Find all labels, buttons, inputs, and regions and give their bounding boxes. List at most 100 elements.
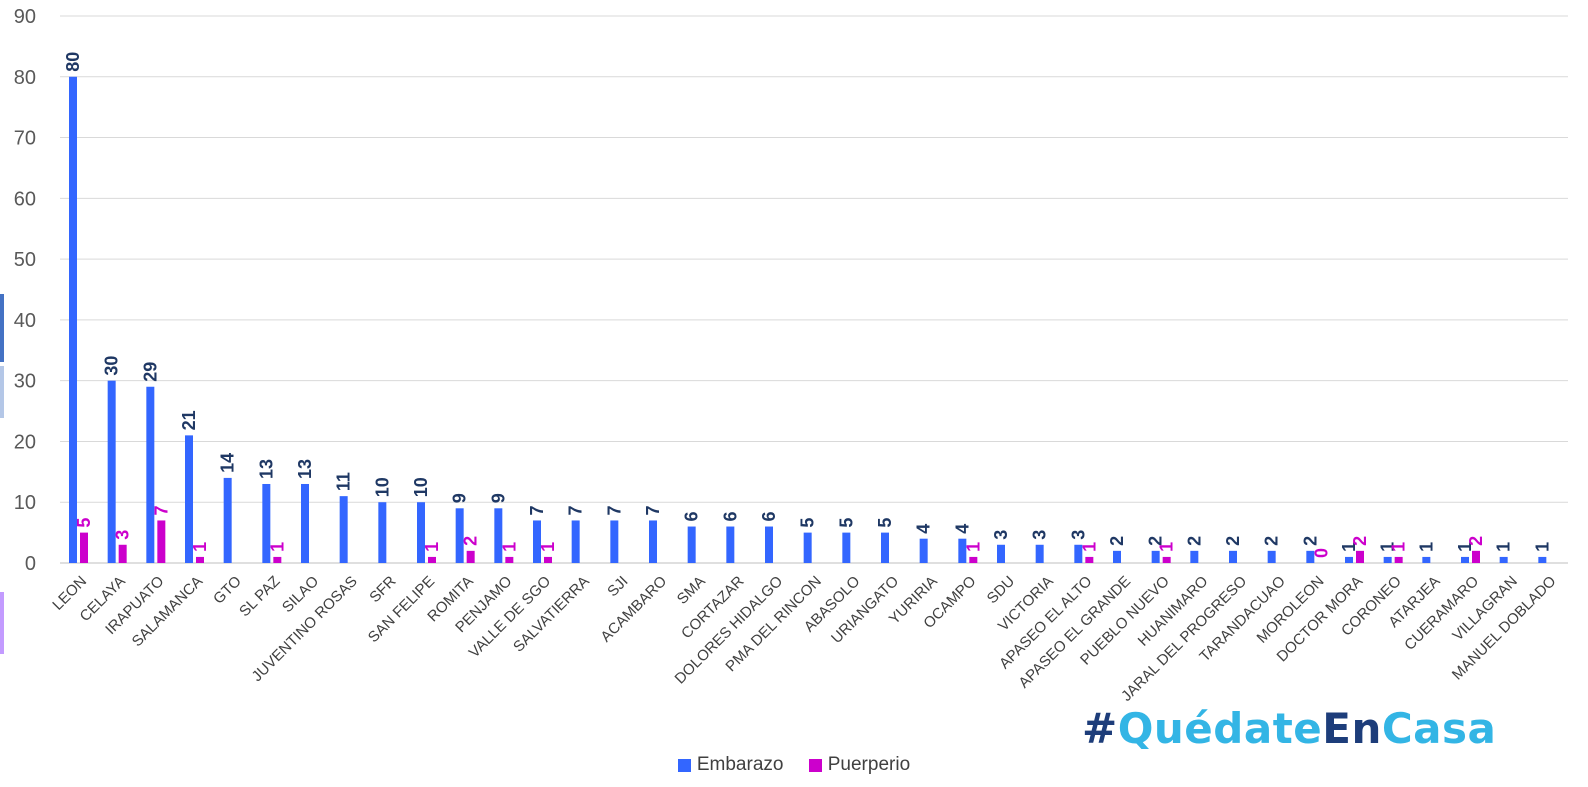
data-label-embarazo: 2 bbox=[1300, 536, 1320, 546]
data-label-embarazo: 1 bbox=[1378, 542, 1398, 552]
bar-embarazo[interactable] bbox=[649, 520, 657, 563]
bar-embarazo[interactable] bbox=[533, 520, 541, 563]
data-label-embarazo: 29 bbox=[140, 362, 160, 382]
bar-embarazo[interactable] bbox=[958, 538, 967, 563]
legend-label-embarazo: Embarazo bbox=[696, 754, 784, 775]
bar-embarazo[interactable] bbox=[842, 532, 851, 563]
data-label-embarazo: 7 bbox=[604, 505, 624, 515]
left-edge-decoration-3 bbox=[0, 592, 4, 654]
data-label-embarazo: 10 bbox=[372, 477, 392, 497]
data-label-embarazo: 1 bbox=[1416, 542, 1436, 552]
y-tick-label: 30 bbox=[14, 371, 36, 393]
bar-embarazo[interactable] bbox=[262, 483, 271, 563]
bar-embarazo[interactable] bbox=[1422, 556, 1431, 563]
data-label-embarazo: 5 bbox=[836, 518, 856, 528]
bar-embarazo[interactable] bbox=[1499, 556, 1508, 563]
bar-embarazo[interactable] bbox=[339, 496, 348, 563]
bar-embarazo[interactable] bbox=[1074, 544, 1083, 563]
y-tick-label: 10 bbox=[14, 492, 36, 514]
bar-embarazo[interactable] bbox=[146, 386, 155, 563]
bar-embarazo[interactable] bbox=[571, 520, 580, 563]
data-label-embarazo: 1 bbox=[1455, 542, 1475, 552]
bar-embarazo[interactable] bbox=[1229, 550, 1237, 563]
bar-embarazo[interactable] bbox=[919, 538, 928, 563]
bar-puerperio[interactable] bbox=[1394, 556, 1403, 563]
bar-embarazo[interactable] bbox=[1306, 550, 1315, 563]
y-tick-label: 0 bbox=[25, 553, 36, 575]
watermark-part-en: En bbox=[1322, 704, 1382, 753]
bar-embarazo[interactable] bbox=[803, 532, 812, 563]
bar-embarazo[interactable] bbox=[494, 508, 503, 563]
bar-embarazo[interactable] bbox=[223, 477, 232, 563]
left-edge-decoration-2 bbox=[0, 366, 4, 418]
bar-puerperio[interactable] bbox=[505, 556, 514, 563]
bar-puerperio[interactable] bbox=[428, 556, 436, 563]
data-label-embarazo: 2 bbox=[1223, 536, 1243, 546]
bar-embarazo[interactable] bbox=[378, 502, 387, 563]
bar-puerperio[interactable] bbox=[1472, 550, 1480, 563]
bar-embarazo[interactable] bbox=[997, 544, 1005, 563]
data-label-embarazo: 7 bbox=[527, 505, 547, 515]
bar-embarazo[interactable] bbox=[1383, 556, 1392, 563]
bar-embarazo[interactable] bbox=[107, 380, 116, 563]
bar-puerperio[interactable] bbox=[1085, 556, 1094, 563]
bar-embarazo[interactable] bbox=[726, 526, 735, 563]
bar-puerperio[interactable] bbox=[1356, 550, 1364, 563]
legend-swatch-embarazo bbox=[677, 758, 691, 772]
data-label-puerperio: 2 bbox=[1350, 536, 1370, 546]
data-label-embarazo: 3 bbox=[1030, 530, 1050, 540]
bar-embarazo[interactable] bbox=[301, 483, 309, 563]
bar-embarazo[interactable] bbox=[687, 526, 696, 563]
bar-puerperio[interactable] bbox=[118, 544, 127, 563]
gridlines bbox=[60, 15, 1568, 564]
x-category-label: GTO bbox=[210, 573, 245, 608]
bar-puerperio[interactable] bbox=[544, 556, 552, 563]
data-label-puerperio: 2 bbox=[1466, 536, 1486, 546]
bar-embarazo[interactable] bbox=[881, 532, 889, 563]
bar-embarazo[interactable] bbox=[69, 76, 77, 564]
legend-item-puerperio[interactable]: Puerperio bbox=[808, 754, 911, 776]
bar-embarazo[interactable] bbox=[1035, 544, 1044, 563]
data-label-embarazo: 6 bbox=[759, 512, 779, 522]
data-label-embarazo: 1 bbox=[1532, 542, 1552, 552]
data-label-puerperio: 3 bbox=[113, 530, 133, 540]
y-tick-label: 90 bbox=[14, 6, 36, 28]
bar-embarazo[interactable] bbox=[1190, 550, 1199, 563]
data-label-embarazo: 3 bbox=[1068, 530, 1088, 540]
data-label-embarazo: 13 bbox=[256, 459, 276, 479]
bar-puerperio[interactable] bbox=[1162, 556, 1171, 563]
bar-puerperio[interactable] bbox=[196, 556, 204, 563]
bar-embarazo[interactable] bbox=[185, 435, 193, 563]
bars bbox=[69, 76, 1547, 564]
data-label-puerperio: 1 bbox=[422, 542, 442, 552]
data-label-embarazo: 80 bbox=[63, 52, 83, 72]
bar-puerperio[interactable] bbox=[157, 520, 166, 563]
bar-embarazo[interactable] bbox=[1538, 556, 1547, 563]
data-label-embarazo: 10 bbox=[411, 477, 431, 497]
bar-puerperio[interactable] bbox=[80, 532, 88, 563]
data-label-puerperio: 7 bbox=[151, 505, 171, 515]
bar-embarazo[interactable] bbox=[1267, 550, 1276, 563]
bar-embarazo[interactable] bbox=[765, 526, 773, 563]
bar-embarazo[interactable] bbox=[1151, 550, 1160, 563]
bar-embarazo[interactable] bbox=[455, 508, 464, 563]
bar-embarazo[interactable] bbox=[1113, 550, 1121, 563]
legend-item-embarazo[interactable]: Embarazo bbox=[677, 754, 784, 776]
data-label-embarazo: 9 bbox=[450, 493, 470, 503]
legend-label-puerperio: Puerperio bbox=[827, 754, 911, 775]
y-tick-label: 70 bbox=[14, 128, 36, 150]
bar-embarazo[interactable] bbox=[417, 502, 425, 563]
data-label-puerperio: 1 bbox=[1157, 542, 1177, 552]
y-tick-label: 20 bbox=[14, 431, 36, 453]
x-category-label: SDU bbox=[984, 573, 1018, 607]
data-label-embarazo: 4 bbox=[914, 524, 934, 534]
bar-embarazo[interactable] bbox=[1345, 556, 1353, 563]
bar-puerperio[interactable] bbox=[969, 556, 978, 563]
bar-puerperio[interactable] bbox=[273, 556, 282, 563]
data-label-embarazo: 1 bbox=[1339, 542, 1359, 552]
bar-puerperio[interactable] bbox=[466, 550, 475, 563]
bar-embarazo[interactable] bbox=[1461, 556, 1469, 563]
bar-embarazo[interactable] bbox=[610, 520, 619, 563]
